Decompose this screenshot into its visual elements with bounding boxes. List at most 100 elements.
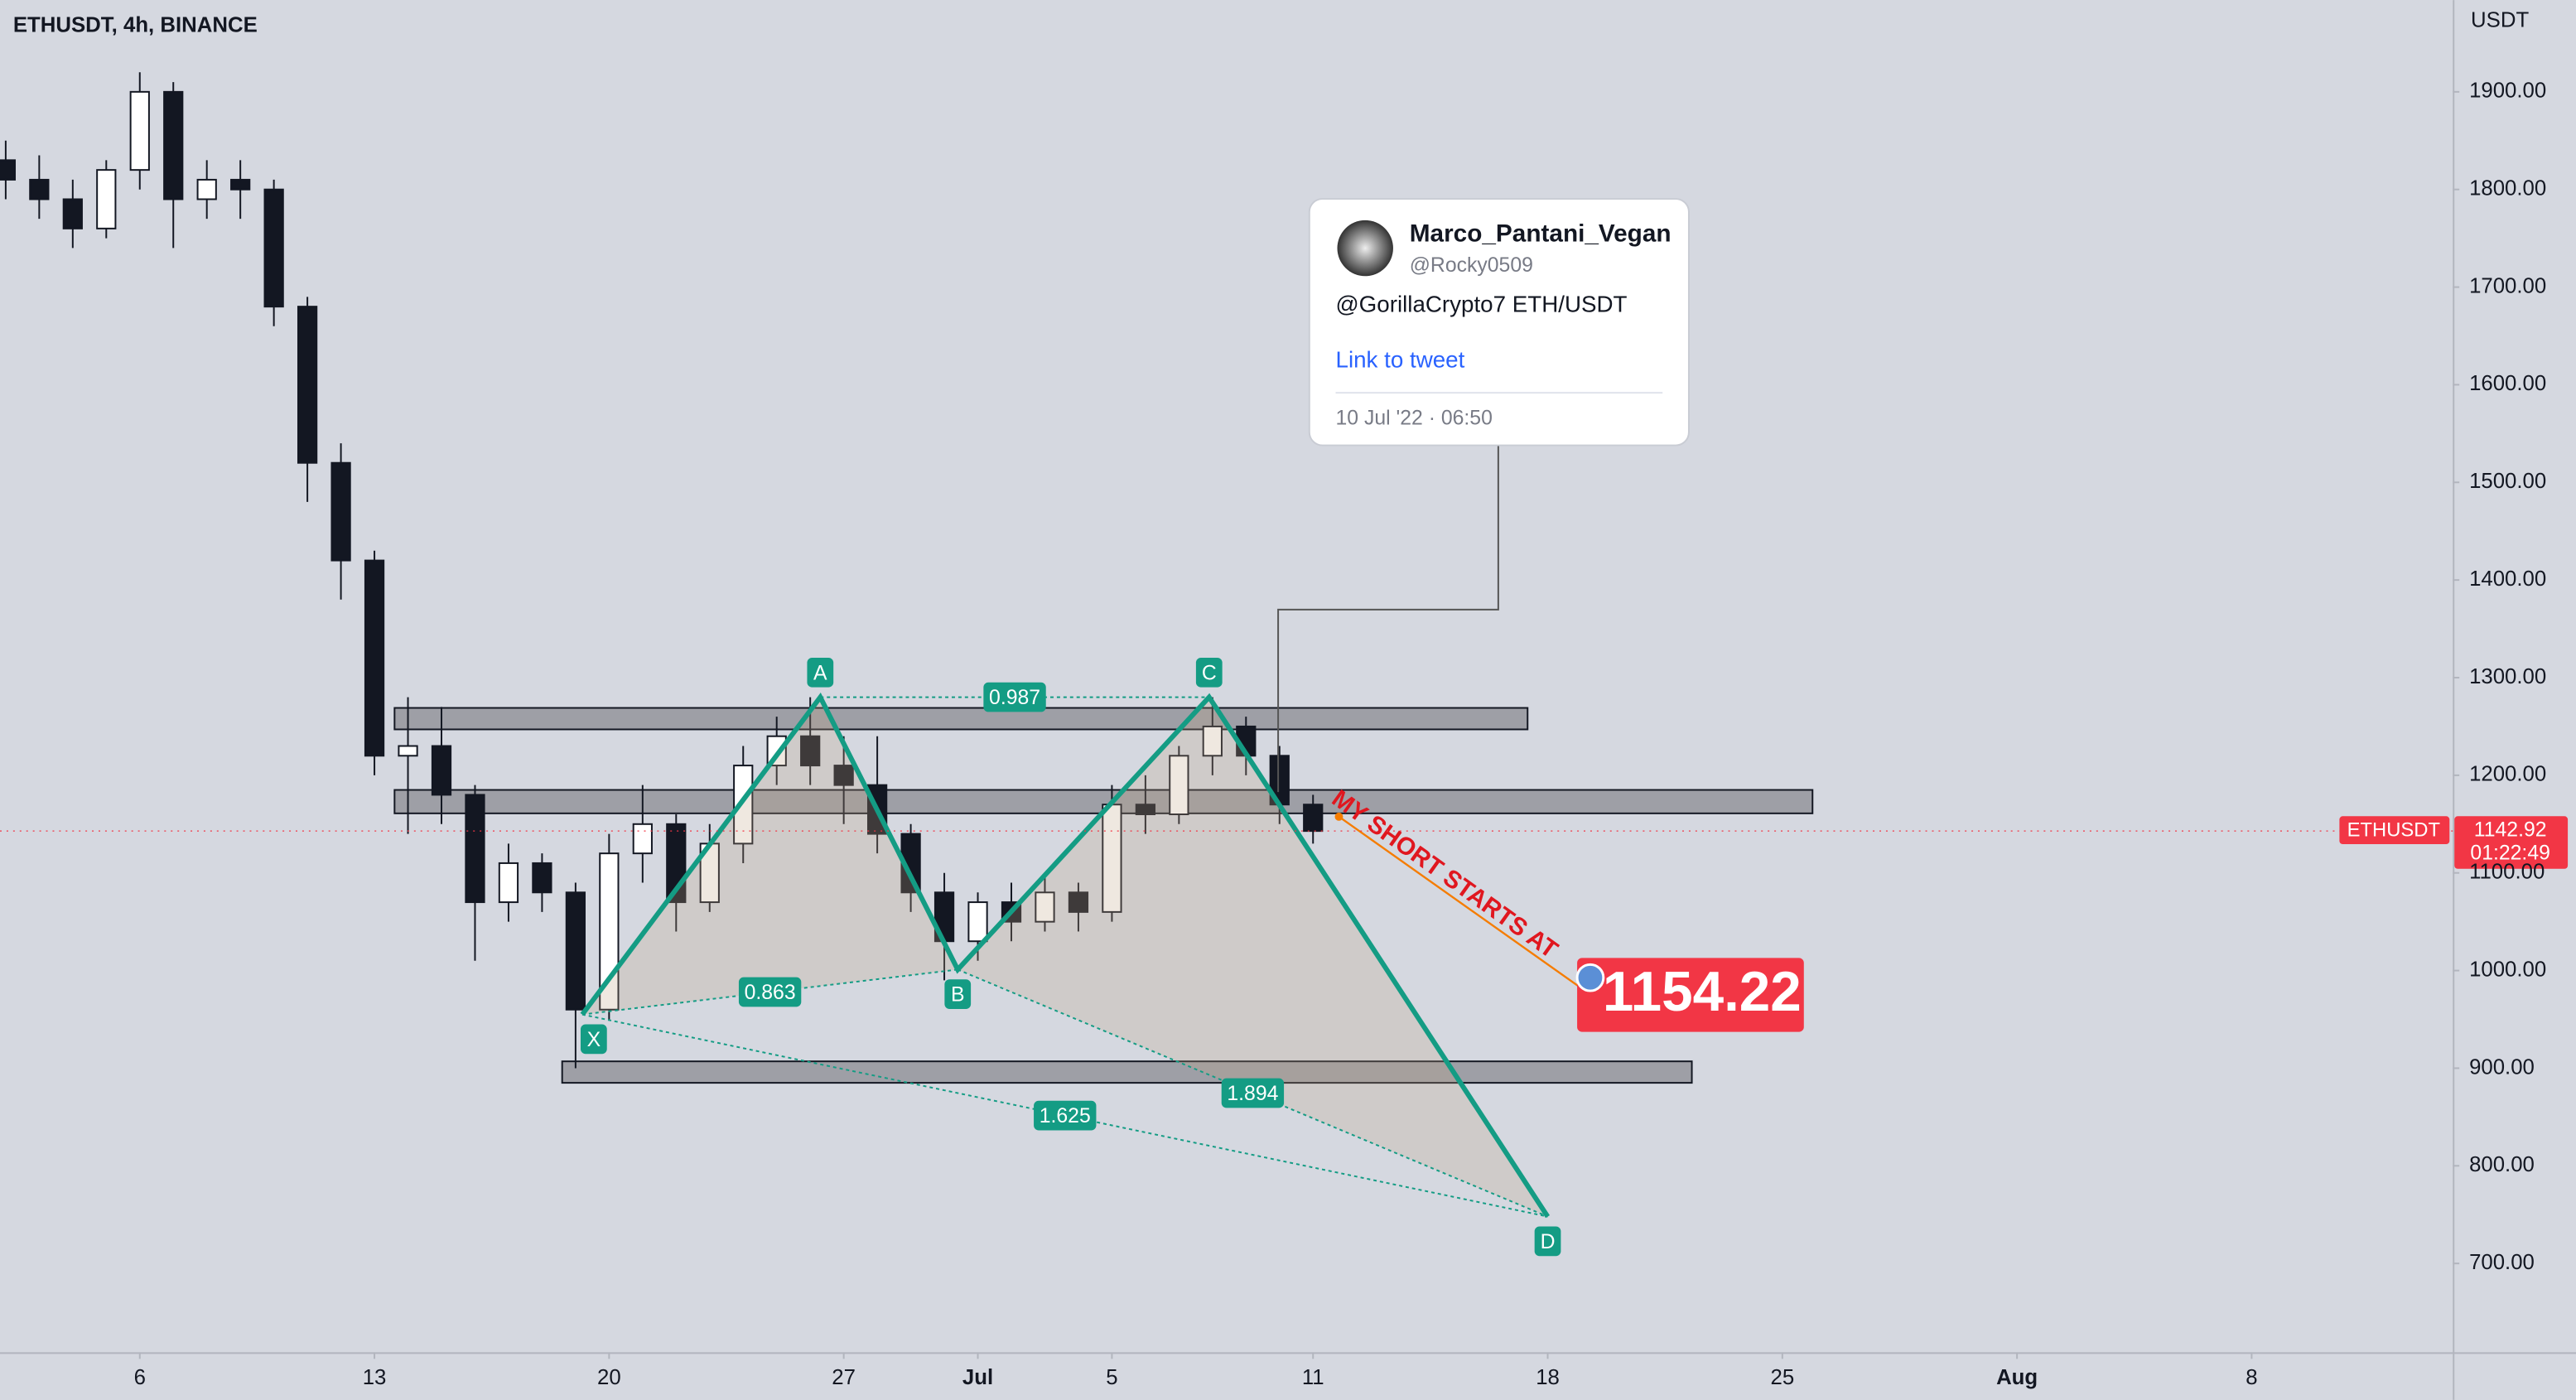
candle-body [632,823,653,855]
y-tick-label: 700.00 [2469,1251,2535,1274]
candle-body [398,745,418,757]
tweet-text[interactable]: @GorillaCrypto7 ETH/USDT [1336,291,1628,316]
symbol-tag-bg [2339,816,2450,845]
candle-body [1202,725,1223,757]
candle-body [1303,804,1324,833]
ratio-label: 1.894 [1227,1083,1278,1105]
y-tick-label: 1900.00 [2469,80,2546,103]
candle-body [163,90,184,200]
candle-body [297,306,318,464]
y-tick-label: 800.00 [2469,1153,2535,1176]
x-tick-label: 5 [1106,1366,1117,1389]
countdown-tag: 01:22:49 [2470,842,2549,864]
ratio-label-bg [738,977,802,1007]
y-tick-label: 1800.00 [2469,177,2546,200]
candle-body [967,901,988,943]
candle-body [62,198,83,229]
candle-body [532,862,552,894]
tweet-avatar [1337,220,1393,277]
candle-body [498,862,519,904]
pattern-line [580,692,1551,1219]
x-tick-label: 20 [597,1366,621,1389]
price-callout-text: 1154.22 [1603,961,1802,1023]
ratio-label-bg [1221,1078,1285,1108]
annotation-line [1338,815,1581,989]
point-label-bg [944,979,972,1010]
ratio-label: 0.863 [745,982,796,1004]
y-axis-label: USDT [2471,9,2529,32]
y-tick-label: 1200.00 [2469,763,2546,786]
candle-body [96,169,117,229]
x-tick-label: 18 [1536,1366,1560,1389]
tweet-link[interactable]: Link to tweet [1336,347,1465,373]
x-tick-label: Aug [1996,1366,2038,1389]
x-tick-label: 11 [1302,1366,1324,1389]
x-tick-label: 6 [134,1366,146,1389]
zone [393,707,1529,731]
pattern-fill [958,697,1548,1217]
y-tick-label: 1400.00 [2469,567,2546,591]
point-label: D [1541,1231,1556,1253]
point-label-bg [580,1024,607,1055]
ratio-label: 1.625 [1040,1105,1091,1127]
point-label: A [813,662,827,684]
candle-body [833,765,854,786]
candle-body [0,159,17,181]
x-tick-label: 25 [1770,1366,1794,1389]
candle-body [196,178,217,200]
tweet-date: 10 Jul '22 · 06:50 [1336,407,1493,429]
candle-body [1135,804,1156,816]
symbol-tag: ETHUSDT [2347,818,2440,841]
x-tick-label: 27 [832,1366,856,1389]
point-label-bg [1195,657,1223,688]
tweet-connector [1277,445,1499,793]
candle-body [1068,891,1089,913]
y-tick-label: 1100.00 [2469,861,2545,884]
point-label: B [951,984,965,1007]
tweet-card: Marco_Pantani_Vegan @Rocky0509 @GorillaC… [1308,198,1690,447]
y-tick-label: 1500.00 [2469,470,2546,493]
point-label: X [587,1029,601,1051]
candle-body [565,891,586,1011]
candle-body [29,178,50,200]
x-tick-label: 13 [363,1366,387,1389]
candle-body [129,90,150,171]
x-tick-label: Jul [962,1366,993,1389]
tweet-name: Marco_Pantani_Vegan [1410,220,1672,248]
plot: 0.987 0.863 1.625 1.894 X A B C D [0,72,1814,1257]
chart-title: ETHUSDT, 4h, BINANCE [13,14,258,37]
tweet-handle: @Rocky0509 [1410,254,1533,277]
x-tick-label: 8 [2246,1366,2257,1389]
y-tick-label: 1600.00 [2469,372,2546,395]
candle-body [364,559,385,757]
price-tag-bg [2454,816,2569,869]
candle-body [733,765,754,845]
point-label: C [1202,662,1217,684]
annotation-anchor [1334,812,1343,821]
pattern-fill [581,697,958,1015]
price-callout [1577,958,1804,1032]
y-tick-label: 1000.00 [2469,958,2546,981]
price-tag: 1142.92 [2474,819,2547,842]
candle-body [465,794,485,904]
zone [561,1060,1693,1084]
tweet-card-bg [1308,198,1690,447]
candle-body [1169,755,1189,816]
candle-body [800,735,821,767]
candle-body [1035,891,1055,923]
pattern-dotted [957,968,1548,1218]
y-tick-label: 900.00 [2469,1055,2535,1079]
ratio-label: 0.987 [989,687,1040,709]
candle-body [230,178,251,191]
candle-body [431,745,452,796]
y-tick-label: 1300.00 [2469,665,2546,688]
y-tick-label: 1700.00 [2469,274,2546,297]
point-label-bg [1534,1226,1561,1257]
point-label-bg [807,657,834,688]
callout-icon [1575,963,1605,992]
candle-body [330,461,351,562]
